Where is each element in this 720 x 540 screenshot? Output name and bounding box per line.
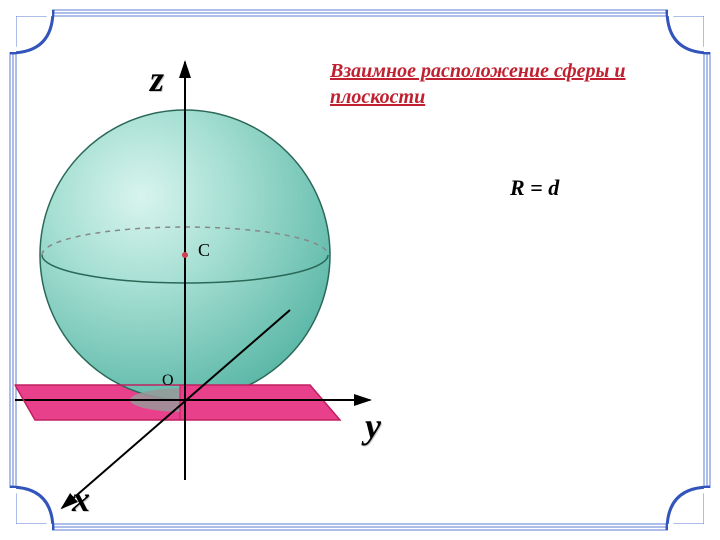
x-label: x [72,478,90,520]
slide-title: Взаимное расположение сферы и плоскости [330,58,670,110]
formula-text: R = d [510,175,559,201]
y-label: y [365,405,381,447]
title-text: Взаимное расположение сферы и плоскости [330,60,626,108]
origin-label: О [162,372,174,390]
plane-front [180,385,340,420]
center-point [182,252,188,258]
z-label: z [150,58,164,100]
center-label: C [198,240,210,261]
